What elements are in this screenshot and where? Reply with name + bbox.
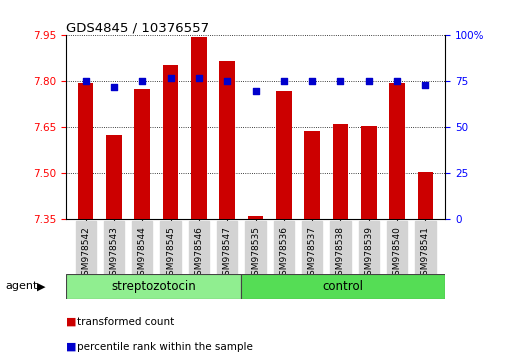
- Text: streptozotocin: streptozotocin: [111, 280, 195, 293]
- Text: ■: ■: [66, 342, 76, 352]
- Text: percentile rank within the sample: percentile rank within the sample: [77, 342, 252, 352]
- Point: [308, 79, 316, 84]
- Point: [138, 79, 146, 84]
- Text: GDS4845 / 10376557: GDS4845 / 10376557: [66, 21, 209, 34]
- FancyBboxPatch shape: [241, 274, 444, 299]
- Bar: [78, 83, 93, 219]
- Bar: [134, 89, 150, 219]
- Bar: [304, 131, 319, 219]
- Text: ▶: ▶: [37, 281, 45, 291]
- Bar: [219, 62, 234, 219]
- Bar: [332, 124, 347, 219]
- Point: [251, 88, 259, 93]
- Bar: [276, 91, 291, 219]
- Point: [223, 79, 231, 84]
- Bar: [163, 64, 178, 219]
- Text: control: control: [322, 280, 363, 293]
- Point: [110, 84, 118, 90]
- Point: [81, 79, 89, 84]
- Bar: [247, 216, 263, 219]
- Bar: [360, 126, 376, 219]
- Bar: [106, 135, 122, 219]
- Point: [421, 82, 429, 88]
- Point: [392, 79, 400, 84]
- Bar: [417, 172, 432, 219]
- Point: [364, 79, 372, 84]
- Text: transformed count: transformed count: [77, 317, 174, 327]
- Bar: [388, 83, 404, 219]
- Text: agent: agent: [5, 281, 37, 291]
- Bar: [191, 37, 206, 219]
- Point: [166, 75, 174, 81]
- Point: [279, 79, 287, 84]
- Point: [194, 75, 203, 81]
- Text: ■: ■: [66, 317, 76, 327]
- Point: [336, 79, 344, 84]
- FancyBboxPatch shape: [66, 274, 241, 299]
